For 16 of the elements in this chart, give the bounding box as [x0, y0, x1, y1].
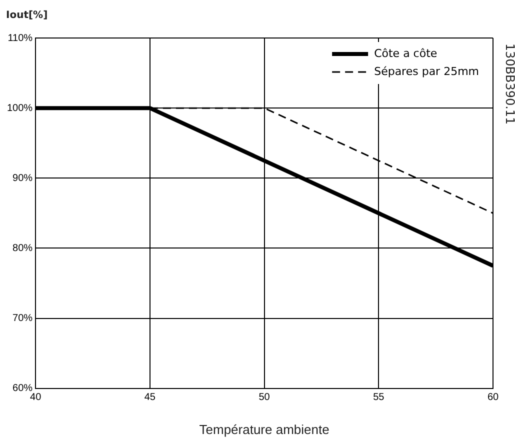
y-tick-label: 90% — [12, 172, 33, 184]
x-tick-label: 45 — [144, 392, 156, 404]
y-tick-label: 80% — [12, 242, 33, 254]
text: 130BB390.11 — [502, 43, 515, 125]
legend-label: Côte a côte — [374, 46, 438, 60]
legend-label: Sépares par 25mm — [374, 64, 480, 78]
x-tick-label: 60 — [487, 392, 499, 404]
x-tick-label: 55 — [373, 392, 385, 404]
y-axis-title: Iout[%] — [6, 10, 48, 21]
y-tick-label: 70% — [12, 313, 33, 324]
x-tick-label: 50 — [258, 392, 270, 404]
y-tick-label: 100% — [7, 102, 33, 114]
x-axis-title: Température ambiente — [199, 422, 330, 437]
y-tick-label: 60% — [12, 383, 33, 394]
y-tick-label: 110% — [8, 32, 33, 44]
x-tick-label: 40 — [30, 392, 42, 404]
